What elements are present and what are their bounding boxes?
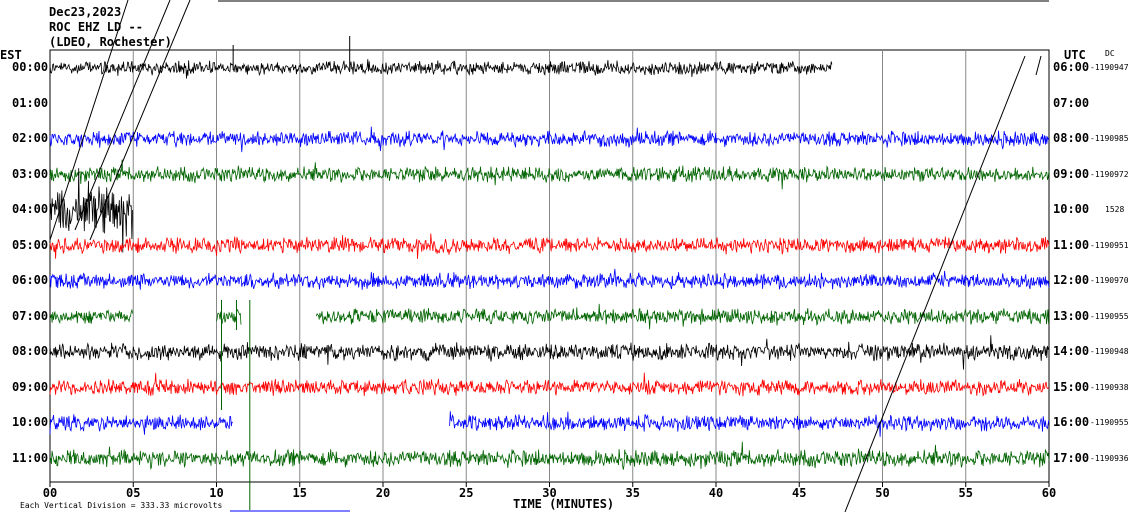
right-axis-title: UTC: [1064, 48, 1086, 62]
seismic-trace: [49, 59, 833, 79]
est-time-label: 09:00: [12, 379, 49, 394]
header-station: ROC EHZ LD --: [49, 20, 143, 34]
x-tick-label: 60: [1042, 486, 1056, 500]
dc-offset-label: -1190948: [1090, 347, 1129, 356]
est-time-label: 00:00: [12, 60, 49, 74]
dc-label: DC: [1105, 49, 1115, 58]
est-time-label: 01:00: [12, 95, 49, 110]
x-tick-label: 45: [792, 486, 806, 500]
seismic-trace: [49, 308, 133, 325]
dc-offset-label: -1190951: [1090, 240, 1129, 250]
x-tick-label: 55: [959, 486, 973, 500]
est-time-label: 11:00: [12, 450, 49, 465]
utc-time-label: 16:00: [1053, 415, 1090, 429]
est-time-label: 07:00: [12, 308, 49, 323]
dc-offset-label: -1190938: [1090, 382, 1129, 392]
utc-time-label: 14:00: [1053, 344, 1090, 358]
x-tick-label: 05: [126, 486, 140, 500]
seismic-trace: [449, 411, 1050, 437]
diagonal-artifact-line: [89, 0, 191, 241]
x-tick-label: 50: [875, 486, 889, 500]
utc-time-label: 17:00: [1053, 450, 1090, 465]
utc-time-label: 06:00: [1053, 60, 1090, 74]
est-time-label: 02:00: [12, 131, 49, 145]
utc-time-label: 12:00: [1053, 273, 1090, 287]
header-date: Dec23,2023: [49, 5, 122, 19]
seismic-trace: [49, 414, 233, 435]
utc-time-label: 13:00: [1053, 308, 1090, 323]
x-tick-label: 15: [293, 486, 307, 500]
seismic-trace: [49, 168, 133, 253]
seismic-trace: [216, 308, 242, 325]
est-time-label: 03:00: [12, 166, 49, 181]
x-tick-label: 10: [209, 486, 223, 500]
seismic-trace: [49, 233, 1050, 260]
overlay-layer: [49, 0, 1042, 513]
est-time-label: 08:00: [12, 344, 49, 358]
seismic-trace: [49, 441, 1050, 470]
dc-offset-label: -1190985: [1090, 134, 1129, 143]
diagonal-artifact-line: [74, 0, 171, 231]
grid-layer: 00 05 10 15 20 25 30 35 40 45 50 55 60: [43, 0, 1056, 500]
x-tick-label: 25: [459, 486, 473, 500]
dc-offset-label: -1190955: [1090, 311, 1129, 321]
diagonal-artifact-line: [844, 55, 1026, 513]
trace-layer: [49, 36, 1050, 510]
utc-time-label: 09:00: [1053, 166, 1090, 181]
footer-note: Each Vertical Division = 333.33 microvol…: [20, 501, 223, 510]
dc-offset-label: -1190955: [1090, 418, 1129, 427]
x-axis-label: TIME (MINUTES): [513, 497, 615, 511]
seismic-trace: [316, 303, 1049, 330]
dc-offset-label: -1190947: [1090, 63, 1129, 72]
seismic-trace: [49, 335, 1050, 370]
seismic-trace: [49, 372, 1050, 397]
x-tick-label: 30: [542, 486, 556, 500]
x-tick-label: 20: [376, 486, 390, 500]
seismic-trace: [49, 126, 1050, 153]
utc-time-label: 11:00: [1053, 237, 1090, 252]
est-time-label: 05:00: [12, 237, 49, 252]
est-time-label: 10:00: [12, 415, 49, 429]
dc-offset-label: -1190972: [1090, 169, 1129, 179]
dc-offset-label: -1190970: [1090, 276, 1129, 285]
est-time-label: 06:00: [12, 273, 49, 287]
utc-time-label: 08:00: [1053, 131, 1090, 145]
dc-offset-label: -1190936: [1090, 453, 1129, 463]
dc-offset-label: 1528: [1105, 205, 1125, 214]
est-time-label: 04:00: [12, 202, 49, 216]
diagonal-artifact-line: [1035, 55, 1042, 76]
utc-time-label: 07:00: [1053, 95, 1090, 110]
diagonal-artifact-line: [49, 0, 129, 241]
header-network: (LDEO, Rochester): [49, 35, 172, 49]
left-axis-title: EST: [0, 48, 22, 62]
utc-time-label: 15:00: [1053, 379, 1090, 394]
utc-time-label: 10:00: [1053, 202, 1090, 216]
seismic-trace: [49, 268, 1050, 290]
x-tick-label: 00: [43, 486, 57, 500]
x-tick-label: 35: [626, 486, 640, 500]
x-tick-label: 40: [709, 486, 723, 500]
seismic-trace: [49, 159, 1050, 190]
